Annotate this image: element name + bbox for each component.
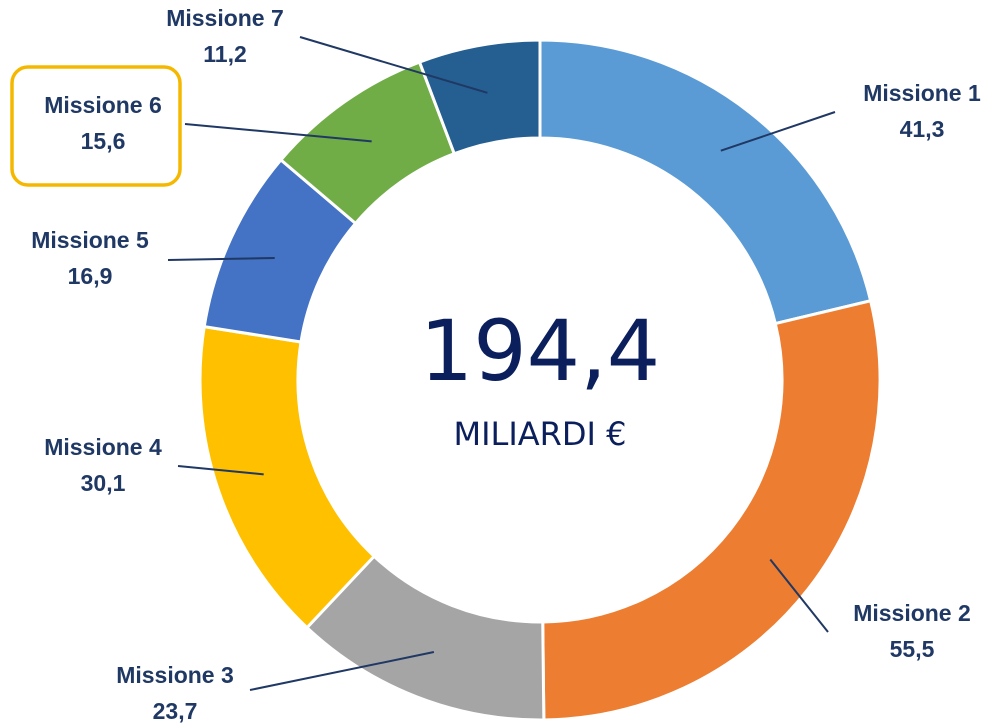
segment-value: 15,6 <box>81 128 126 154</box>
segment-value: 16,9 <box>68 263 113 289</box>
segment-name: Missione 6 <box>44 92 162 118</box>
segment-value: 11,2 <box>203 41 247 67</box>
segment-name: Missione 5 <box>31 227 149 253</box>
donut-segment <box>538 38 873 326</box>
segment-name: Missione 1 <box>863 80 981 106</box>
highlight-box <box>10 65 182 187</box>
segment-value: 41,3 <box>900 116 945 142</box>
leader-line <box>299 36 488 94</box>
segment-value: 55,5 <box>890 636 935 662</box>
leader-line <box>769 558 829 633</box>
segment-name: Missione 2 <box>853 600 971 626</box>
segment-name: Missione 4 <box>44 434 162 460</box>
leader-line <box>720 111 836 152</box>
leader-line <box>177 465 264 476</box>
center-unit: MILIARDI € <box>453 415 626 453</box>
donut-segment <box>417 38 542 156</box>
segment-value: 23,7 <box>153 698 198 724</box>
segment-name: Missione 7 <box>166 5 284 31</box>
leader-line <box>167 257 275 261</box>
leader-line <box>249 651 435 691</box>
leader-line <box>184 123 372 143</box>
donut-segment <box>541 298 882 722</box>
donut-segment <box>198 324 377 630</box>
segment-name: Missione 3 <box>116 662 234 688</box>
segment-value: 30,1 <box>81 470 126 496</box>
center-value: 194,4 <box>420 302 660 400</box>
